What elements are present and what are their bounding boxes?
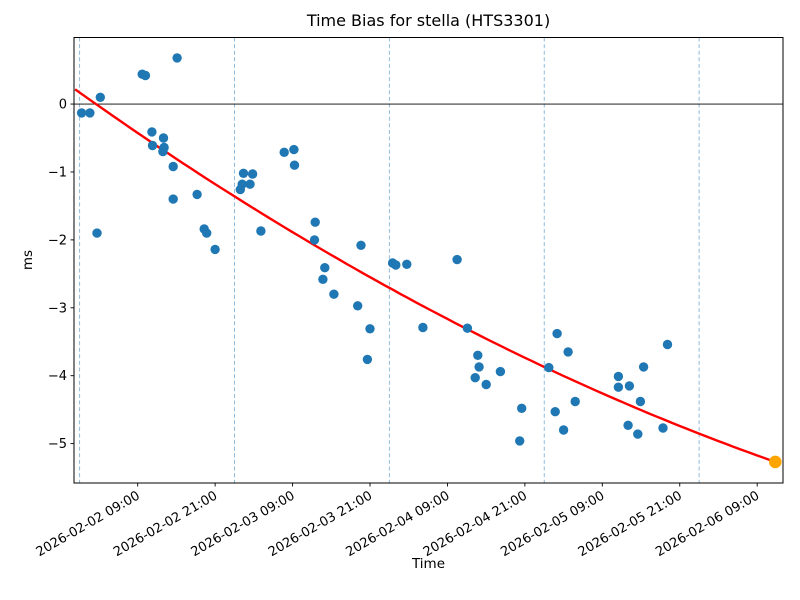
scatter-point — [418, 322, 428, 333]
scatter-point — [662, 339, 673, 350]
scatter-point — [638, 362, 649, 372]
fit-curve — [74, 88, 776, 464]
scatter-point — [474, 362, 484, 372]
y-tick-label: −4 — [48, 369, 67, 384]
scatter-point — [158, 133, 169, 143]
scatter-point — [624, 381, 635, 391]
scatter-point — [517, 403, 527, 413]
y-tick-label: 0 — [59, 98, 67, 113]
scatter-point — [402, 259, 412, 269]
plot-border — [73, 37, 784, 484]
y-tick-label: −5 — [48, 437, 67, 452]
scatter-point — [658, 423, 668, 433]
scatter-point — [391, 260, 401, 270]
scatter-point — [309, 235, 320, 245]
scatter-point — [247, 169, 258, 179]
scatter-point — [362, 354, 373, 365]
scatter-point — [329, 289, 339, 299]
y-axis-label: ms — [20, 249, 36, 271]
scatter-point — [613, 371, 624, 382]
scatter-point — [570, 396, 580, 407]
scatter-point — [558, 425, 569, 435]
scatter-point — [158, 146, 168, 157]
scatter-point — [168, 161, 178, 172]
scatter-point — [563, 347, 573, 357]
scatter-point — [544, 362, 554, 373]
y-tick-label: −3 — [48, 301, 67, 316]
y-tick-label: −1 — [48, 165, 67, 180]
scatter-point — [168, 194, 178, 204]
scatter-point — [85, 108, 95, 118]
scatter-point — [320, 263, 330, 273]
scatter-point — [210, 244, 220, 255]
scatter-point — [353, 301, 363, 311]
scatter-point — [633, 429, 643, 439]
scatter-point — [289, 160, 300, 170]
scatter-point — [92, 228, 102, 238]
scatter-point — [470, 373, 480, 383]
scatter-point — [462, 323, 473, 333]
scatter-point — [481, 379, 491, 390]
x-axis-label: Time — [411, 556, 446, 572]
scatter-point — [95, 92, 106, 103]
scatter-point — [238, 168, 249, 178]
scatter-point — [515, 436, 525, 446]
scatter-point — [356, 240, 366, 250]
scatter-point — [76, 108, 87, 118]
scatter-point — [289, 144, 299, 155]
scatter-point — [623, 420, 633, 430]
latest-point — [769, 455, 782, 469]
scatter-point — [550, 407, 560, 417]
scatter-point — [452, 254, 462, 265]
chart-title: Time Bias for stella (HTS3301) — [306, 11, 551, 30]
scatter-point — [256, 226, 266, 236]
scatter-point — [473, 350, 483, 360]
y-tick-label: −2 — [48, 233, 67, 248]
scatter-point — [235, 184, 245, 195]
scatter-point — [552, 328, 562, 339]
scatter-point — [635, 396, 646, 407]
scatter-point — [279, 147, 289, 157]
scatter-point — [495, 366, 506, 377]
scatter-point — [310, 217, 320, 227]
scatter-point — [245, 179, 255, 189]
scatter-point — [172, 53, 182, 63]
scatter-point — [365, 324, 375, 334]
scatter-point — [318, 274, 328, 284]
scatter-point — [140, 70, 151, 81]
scatter-point — [192, 189, 202, 200]
scatter-point — [613, 382, 624, 392]
scatter-point — [147, 140, 158, 151]
scatter-point — [147, 127, 157, 137]
scatter-point — [202, 228, 212, 238]
